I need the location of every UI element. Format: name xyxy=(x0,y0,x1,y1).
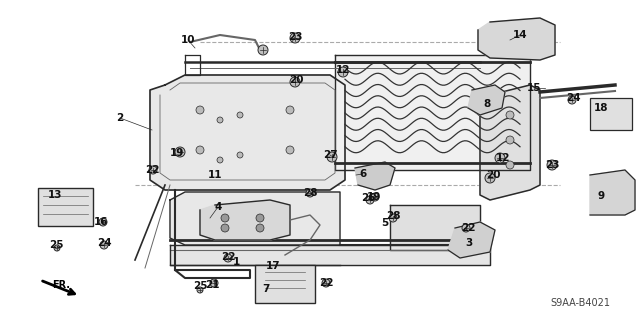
Text: 12: 12 xyxy=(336,65,350,75)
Text: 2: 2 xyxy=(116,113,124,123)
Text: 13: 13 xyxy=(48,190,62,200)
Circle shape xyxy=(495,153,505,163)
Polygon shape xyxy=(355,162,395,190)
Text: 28: 28 xyxy=(303,188,317,198)
Text: S9AA-B4021: S9AA-B4021 xyxy=(550,298,610,308)
Text: 28: 28 xyxy=(386,211,400,221)
Polygon shape xyxy=(480,85,540,200)
Circle shape xyxy=(196,146,204,154)
Text: 16: 16 xyxy=(93,217,108,227)
Circle shape xyxy=(306,189,314,197)
Circle shape xyxy=(290,33,300,43)
Polygon shape xyxy=(478,18,555,60)
Circle shape xyxy=(237,112,243,118)
Circle shape xyxy=(221,214,229,222)
Text: 23: 23 xyxy=(545,160,559,170)
Text: 20: 20 xyxy=(289,75,303,85)
Text: 3: 3 xyxy=(465,238,472,248)
Polygon shape xyxy=(150,75,345,190)
Circle shape xyxy=(506,111,514,119)
Polygon shape xyxy=(590,170,635,215)
Circle shape xyxy=(371,193,379,201)
Text: 12: 12 xyxy=(496,153,510,163)
Circle shape xyxy=(196,106,204,114)
Text: 27: 27 xyxy=(323,150,337,160)
Text: 9: 9 xyxy=(597,191,605,201)
Circle shape xyxy=(237,152,243,158)
Text: FR.: FR. xyxy=(52,280,70,290)
Text: 23: 23 xyxy=(288,32,302,42)
Circle shape xyxy=(175,147,185,157)
Text: 4: 4 xyxy=(214,202,221,212)
Circle shape xyxy=(462,224,470,232)
Circle shape xyxy=(322,279,330,287)
Text: 24: 24 xyxy=(566,93,580,103)
Text: 26: 26 xyxy=(361,193,375,203)
Circle shape xyxy=(568,96,576,104)
Circle shape xyxy=(338,67,348,77)
Circle shape xyxy=(210,279,218,287)
Text: 24: 24 xyxy=(97,238,111,248)
Text: 11: 11 xyxy=(208,170,222,180)
Text: 22: 22 xyxy=(461,223,476,233)
Bar xyxy=(590,98,632,130)
Circle shape xyxy=(327,152,337,162)
Text: 18: 18 xyxy=(594,103,608,113)
Polygon shape xyxy=(390,205,480,250)
Circle shape xyxy=(217,117,223,123)
Text: 20: 20 xyxy=(486,170,500,180)
Circle shape xyxy=(506,136,514,144)
Text: 25: 25 xyxy=(49,240,63,250)
Text: 7: 7 xyxy=(262,284,269,294)
Text: 1: 1 xyxy=(232,257,239,267)
Text: 5: 5 xyxy=(381,218,388,228)
Circle shape xyxy=(217,157,223,163)
Circle shape xyxy=(506,161,514,169)
Text: 19: 19 xyxy=(367,192,381,202)
Text: 22: 22 xyxy=(145,165,159,175)
Text: 22: 22 xyxy=(221,252,236,262)
Circle shape xyxy=(221,224,229,232)
Text: 6: 6 xyxy=(360,169,367,179)
Circle shape xyxy=(286,146,294,154)
Text: 10: 10 xyxy=(180,35,195,45)
Circle shape xyxy=(256,214,264,222)
Polygon shape xyxy=(170,192,340,245)
Text: 8: 8 xyxy=(483,99,491,109)
Polygon shape xyxy=(448,222,495,258)
Bar xyxy=(255,265,315,303)
Text: 22: 22 xyxy=(319,278,333,288)
Circle shape xyxy=(485,173,495,183)
Circle shape xyxy=(197,287,203,293)
Text: 17: 17 xyxy=(266,261,280,271)
Circle shape xyxy=(286,106,294,114)
Circle shape xyxy=(290,77,300,87)
Text: 14: 14 xyxy=(513,30,527,40)
Circle shape xyxy=(258,45,268,55)
Text: 25: 25 xyxy=(193,281,207,291)
Circle shape xyxy=(547,160,557,170)
Circle shape xyxy=(99,218,107,226)
Circle shape xyxy=(100,241,108,249)
Circle shape xyxy=(256,224,264,232)
Circle shape xyxy=(366,196,374,204)
Polygon shape xyxy=(468,85,505,115)
Polygon shape xyxy=(335,55,530,170)
Circle shape xyxy=(54,245,60,251)
Circle shape xyxy=(389,214,397,222)
Bar xyxy=(38,188,93,226)
Text: 19: 19 xyxy=(170,148,184,158)
Polygon shape xyxy=(200,200,290,240)
Circle shape xyxy=(224,254,232,262)
Circle shape xyxy=(149,166,157,174)
Text: 21: 21 xyxy=(205,280,220,290)
Text: 15: 15 xyxy=(527,83,541,93)
Polygon shape xyxy=(170,245,490,265)
